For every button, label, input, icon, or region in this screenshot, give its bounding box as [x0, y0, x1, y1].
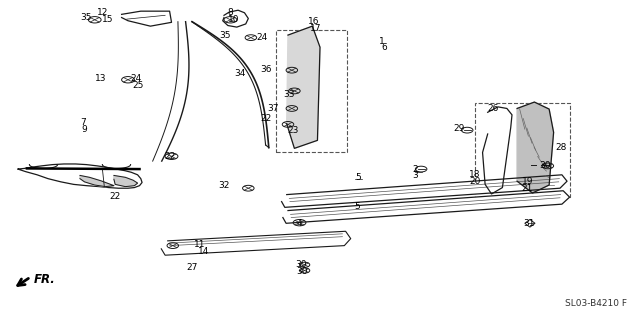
Text: 21: 21 [522, 184, 533, 193]
Text: 3: 3 [412, 171, 417, 180]
Text: 12: 12 [97, 8, 108, 17]
Text: 28: 28 [555, 143, 566, 152]
Text: 24: 24 [130, 74, 141, 83]
Text: 30: 30 [296, 267, 308, 276]
Text: 1: 1 [379, 37, 384, 46]
Text: 22: 22 [109, 192, 121, 201]
Text: 11: 11 [194, 241, 205, 249]
Polygon shape [122, 11, 172, 26]
Text: 7: 7 [81, 118, 86, 127]
Text: 20: 20 [469, 177, 481, 186]
Text: 6: 6 [381, 43, 387, 52]
Text: 36: 36 [260, 65, 271, 74]
Text: 34: 34 [234, 69, 246, 78]
Text: 9: 9 [82, 125, 87, 134]
Text: 15: 15 [102, 15, 113, 24]
Polygon shape [18, 164, 142, 188]
Polygon shape [282, 175, 567, 207]
Text: 10: 10 [228, 15, 239, 24]
Text: 33: 33 [284, 90, 295, 99]
Text: 27: 27 [186, 263, 198, 272]
Text: 8: 8 [228, 8, 233, 17]
Text: 2: 2 [412, 165, 417, 174]
Text: 5: 5 [356, 173, 361, 182]
Polygon shape [114, 175, 138, 187]
Polygon shape [80, 175, 114, 187]
Text: 14: 14 [198, 247, 209, 256]
Text: 17: 17 [310, 24, 322, 33]
Text: 22: 22 [260, 114, 271, 122]
Text: SL03-B4210 F: SL03-B4210 F [565, 299, 627, 308]
Text: 30: 30 [540, 161, 551, 170]
Text: 4: 4 [297, 219, 302, 228]
Text: 37: 37 [268, 104, 279, 113]
Text: 5: 5 [355, 202, 360, 211]
Bar [475, 103, 570, 197]
Text: 13: 13 [95, 74, 107, 83]
Circle shape [461, 127, 473, 133]
Polygon shape [153, 22, 189, 161]
Text: 35: 35 [220, 31, 231, 40]
Text: 19: 19 [522, 177, 533, 186]
Text: 32: 32 [218, 181, 230, 190]
Text: 18: 18 [469, 170, 481, 179]
Text: 24: 24 [257, 33, 268, 42]
Bar [276, 30, 347, 152]
Text: 31: 31 [523, 219, 534, 228]
Polygon shape [283, 191, 570, 223]
Polygon shape [223, 10, 248, 27]
Text: 22: 22 [164, 152, 175, 161]
Text: 23: 23 [287, 126, 299, 135]
Text: 29: 29 [454, 124, 465, 133]
Polygon shape [483, 107, 512, 194]
Polygon shape [161, 231, 351, 255]
Text: FR.: FR. [33, 273, 55, 286]
Text: 16: 16 [308, 17, 319, 26]
Text: 35: 35 [81, 13, 92, 22]
Text: 25: 25 [132, 81, 143, 90]
Polygon shape [287, 26, 320, 148]
Text: 30: 30 [295, 260, 307, 269]
Text: 26: 26 [487, 104, 499, 113]
Polygon shape [517, 102, 554, 193]
Circle shape [415, 166, 427, 172]
